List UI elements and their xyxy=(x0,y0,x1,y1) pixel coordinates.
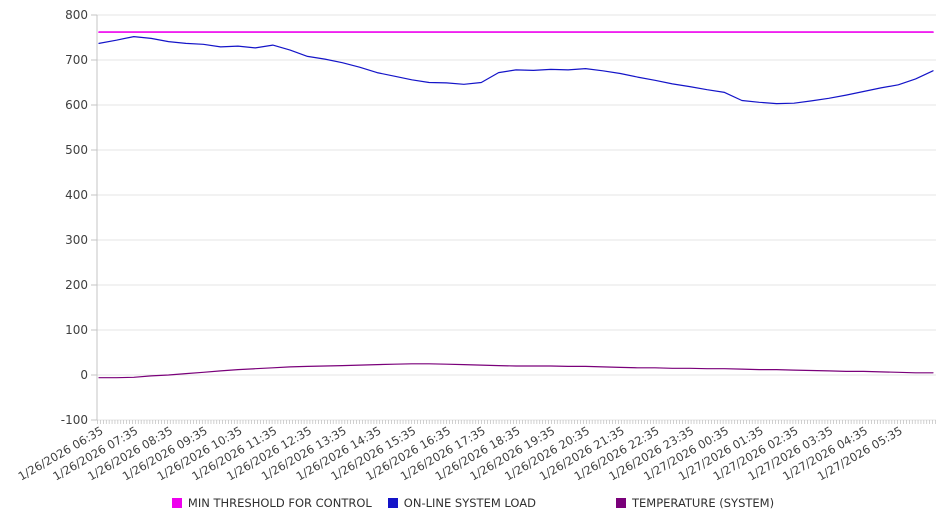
y-tick-label: 100 xyxy=(65,323,88,337)
chart-legend: MIN THRESHOLD FOR CONTROL ON-LINE SYSTEM … xyxy=(0,496,946,510)
series-line-temperature-system xyxy=(98,363,934,379)
legend-swatch-icon xyxy=(171,498,182,508)
legend-swatch-icon xyxy=(616,498,626,508)
y-tick-label: 400 xyxy=(65,188,88,202)
legend-item-on-line-system-load[interactable]: ON-LINE SYSTEM LOAD xyxy=(387,496,536,510)
y-tick-label: 600 xyxy=(65,98,88,112)
legend-label: MIN THRESHOLD FOR CONTROL xyxy=(187,496,372,510)
legend-label: ON-LINE SYSTEM LOAD xyxy=(403,496,536,510)
y-tick-label: 300 xyxy=(65,233,88,247)
legend-item-temperature-system[interactable]: TEMPERATURE (SYSTEM) xyxy=(616,496,774,510)
y-tick-label: 800 xyxy=(65,8,88,22)
y-tick-label: 200 xyxy=(65,278,88,292)
y-tick-label: -100 xyxy=(61,413,88,427)
y-tick-label: 700 xyxy=(65,53,88,67)
series-line-on-line-system-load xyxy=(98,35,934,105)
legend-swatch-icon xyxy=(387,498,398,508)
y-tick-label: 0 xyxy=(80,368,88,382)
chart-plot-area[interactable] xyxy=(97,15,936,420)
legend-item-min-threshold-for-control[interactable]: MIN THRESHOLD FOR CONTROL xyxy=(171,496,372,510)
y-tick-label: 500 xyxy=(65,143,88,157)
legend-label: TEMPERATURE (SYSTEM) xyxy=(632,496,775,510)
